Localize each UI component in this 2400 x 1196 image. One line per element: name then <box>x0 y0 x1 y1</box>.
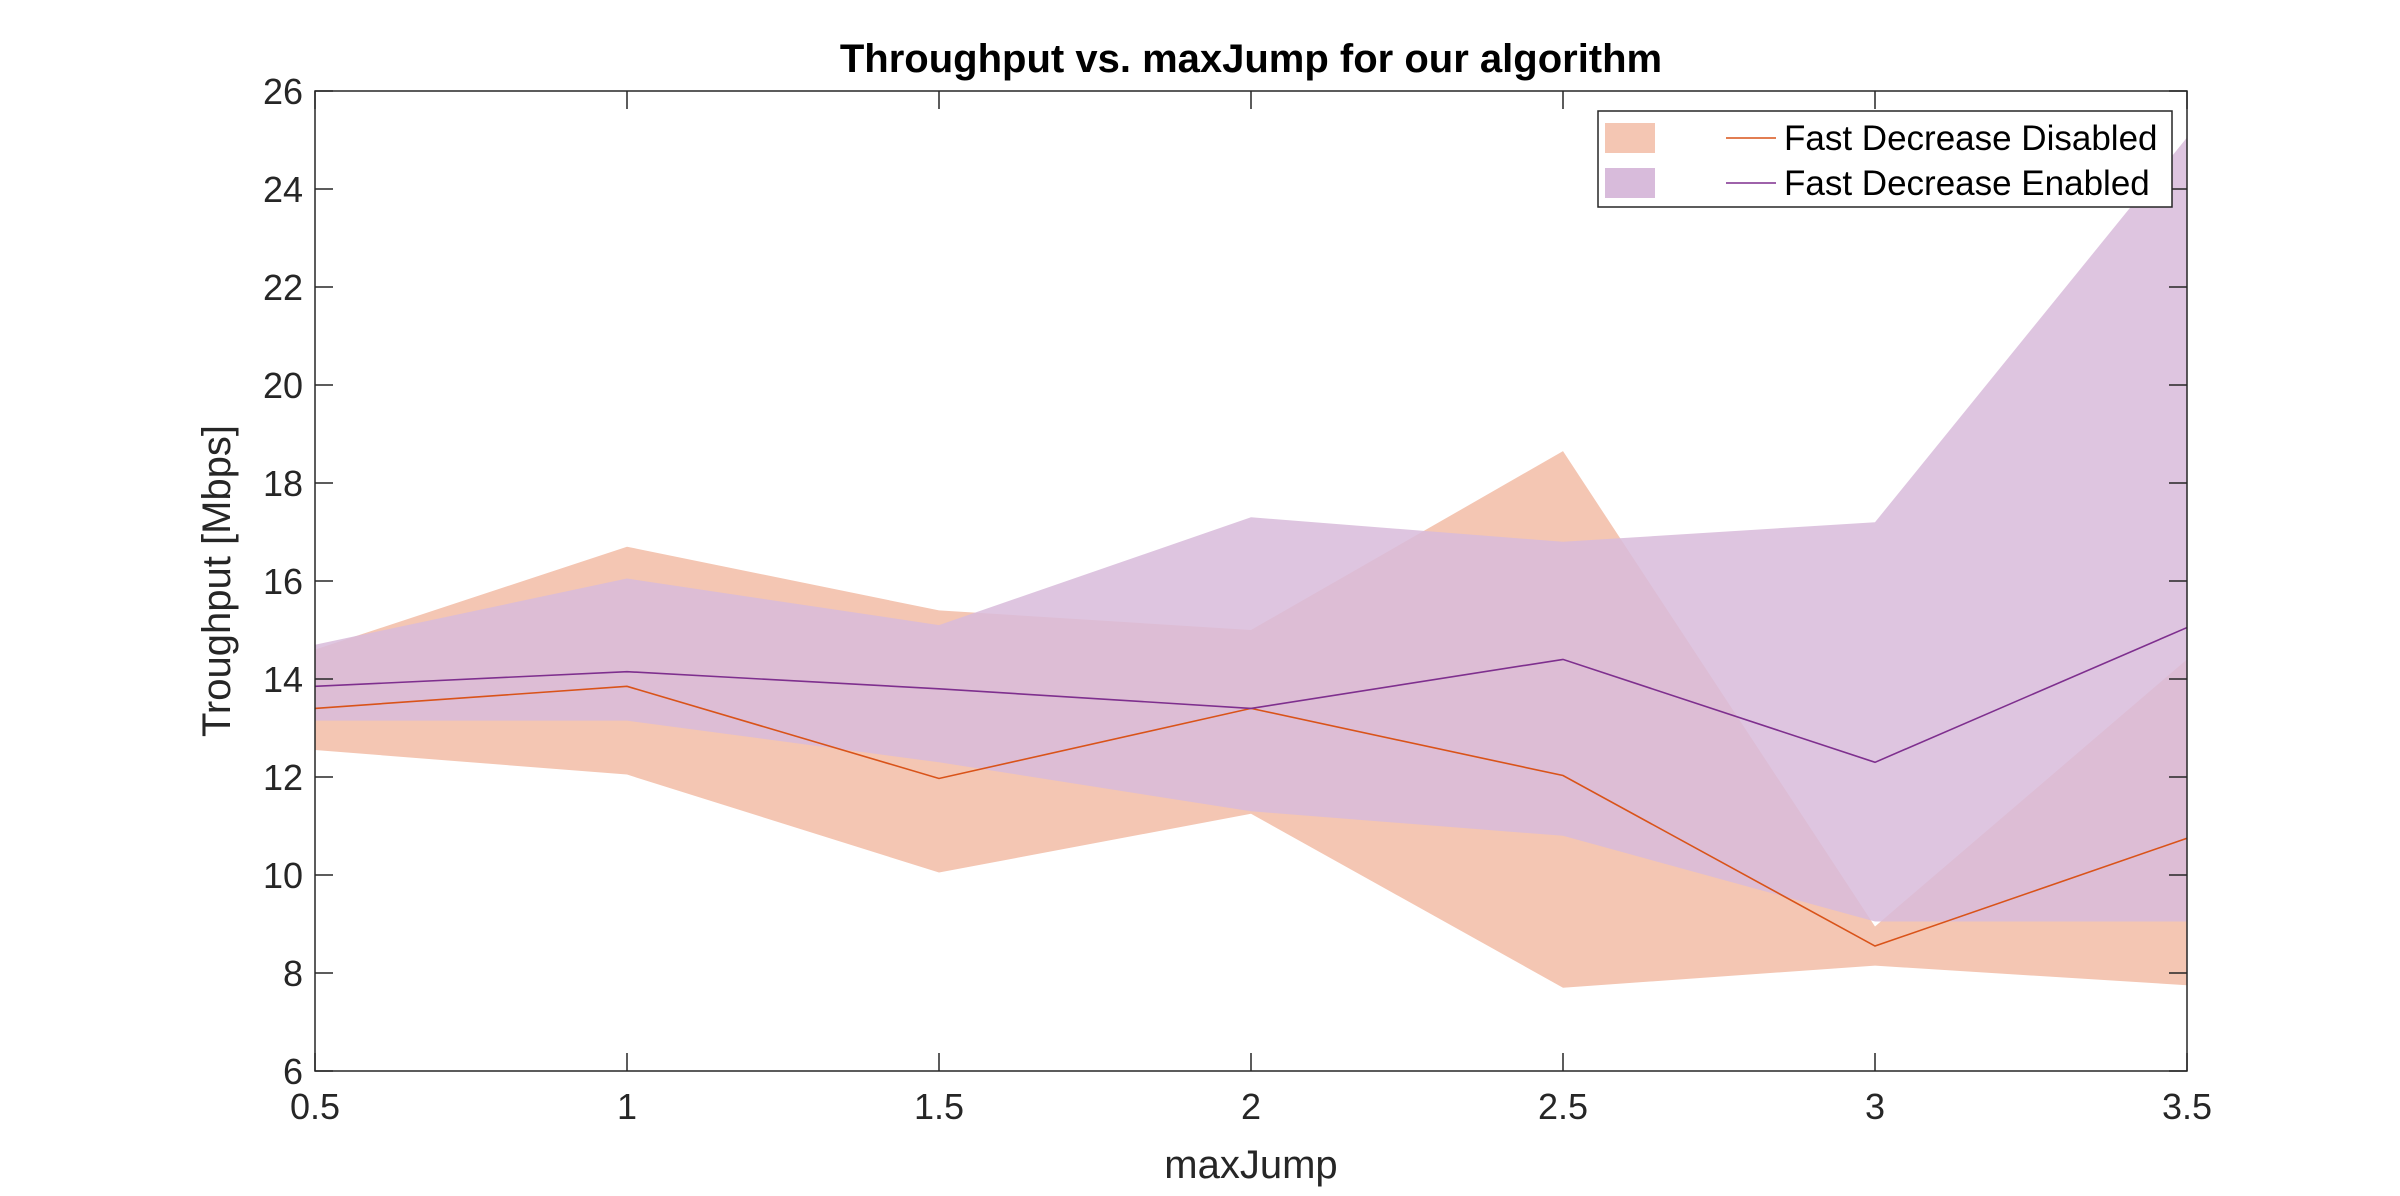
y-tick-label: 26 <box>263 71 303 112</box>
series-line-2 <box>314 626 2188 764</box>
y-tick-label: 14 <box>263 659 303 700</box>
x-axis-label: maxJump <box>1164 1143 1337 1187</box>
legend-label-1: Fast Decrease Disabled <box>1784 119 2158 158</box>
x-tick-label: 3.5 <box>2162 1086 2212 1127</box>
x-tick-label: 1 <box>617 1086 637 1127</box>
series-lines <box>314 626 2188 947</box>
x-tick-label: 1.5 <box>914 1086 964 1127</box>
x-tick-label: 0.5 <box>290 1086 340 1127</box>
y-tick-label: 20 <box>263 365 303 406</box>
chart-title: Throughput vs. maxJump for our algorithm <box>840 37 1662 81</box>
tick-labels: 0.5 1 1.5 2 2.5 3 3.5 6 8 10 12 14 16 18 20 22 24 26 <box>263 71 2212 1127</box>
legend-swatch-1 <box>1605 123 1655 153</box>
shaded-areas <box>315 137 2187 988</box>
y-axis-label: Troughput [Mbps] <box>195 425 239 737</box>
x-tick-label: 2.5 <box>1538 1086 1588 1127</box>
y-tick-label: 10 <box>263 855 303 896</box>
x-tick-label: 3 <box>1865 1086 1885 1127</box>
series-band-2 <box>315 137 2187 922</box>
x-tick-label: 2 <box>1241 1086 1261 1127</box>
legend: Fast Decrease Disabled Fast Decrease Enab… <box>1597 110 2173 208</box>
legend-label-2: Fast Decrease Enabled <box>1784 164 2150 203</box>
y-tick-label: 16 <box>263 561 303 602</box>
y-tick-label: 8 <box>283 953 303 994</box>
legend-box <box>1597 110 2173 208</box>
y-tick-label: 22 <box>263 267 303 308</box>
y-tick-label: 12 <box>263 757 303 798</box>
y-tick-label: 6 <box>283 1051 303 1092</box>
y-tick-label: 24 <box>263 169 303 210</box>
legend-swatch-2 <box>1605 168 1655 198</box>
y-tick-label: 18 <box>263 463 303 504</box>
tick-marks <box>314 90 2188 1072</box>
